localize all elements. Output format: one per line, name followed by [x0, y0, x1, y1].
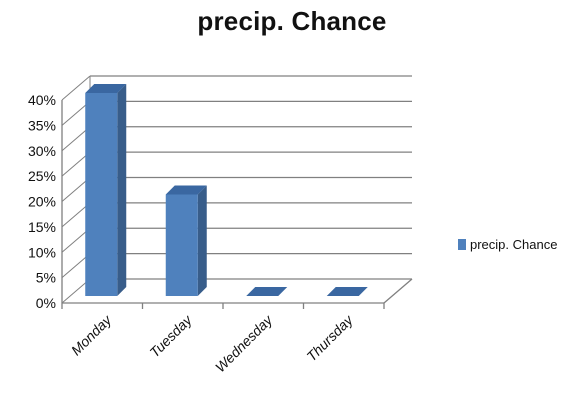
y-tick-label: 30%	[28, 143, 56, 159]
x-tick-label: Tuesday	[146, 311, 195, 360]
bar-front	[85, 93, 118, 296]
y-tick-label: 40%	[28, 92, 56, 108]
bar-top	[85, 84, 127, 93]
bar	[165, 185, 207, 296]
y-axis-tick-labels: 0% 5% 10% 15% 20% 25% 30% 35% 40%	[28, 92, 56, 311]
x-axis-tick-labels: Monday Tuesday Wednesday Thursday	[68, 311, 357, 375]
y-tick-label: 25%	[28, 168, 56, 184]
gridline-diagonal	[61, 75, 91, 101]
x-tick-label: Monday	[68, 311, 115, 358]
floor-right-edge	[383, 278, 413, 304]
x-tick-label: Wednesday	[212, 311, 276, 375]
bar	[85, 84, 127, 296]
bar-top	[326, 287, 368, 296]
x-tick-label: Thursday	[303, 311, 356, 364]
y-tick-label: 5%	[36, 270, 56, 286]
y-tick-label: 35%	[28, 117, 56, 133]
bar-series	[85, 84, 368, 296]
bar	[246, 287, 288, 296]
y-tick-label: 20%	[28, 194, 56, 210]
bar-front	[165, 194, 198, 296]
legend-label: precip. Chance	[470, 237, 558, 252]
legend-swatch	[458, 239, 466, 250]
y-tick-label: 10%	[28, 244, 56, 260]
y-tick-label: 15%	[28, 219, 56, 235]
bar-top	[246, 287, 288, 296]
bar-top	[165, 185, 207, 195]
bar-side	[117, 84, 127, 296]
bar-side	[197, 185, 207, 296]
bar	[326, 287, 368, 296]
chart-title: precip. Chance	[197, 6, 387, 36]
y-tick-label: 0%	[36, 295, 56, 311]
legend: precip. Chance	[458, 237, 557, 252]
